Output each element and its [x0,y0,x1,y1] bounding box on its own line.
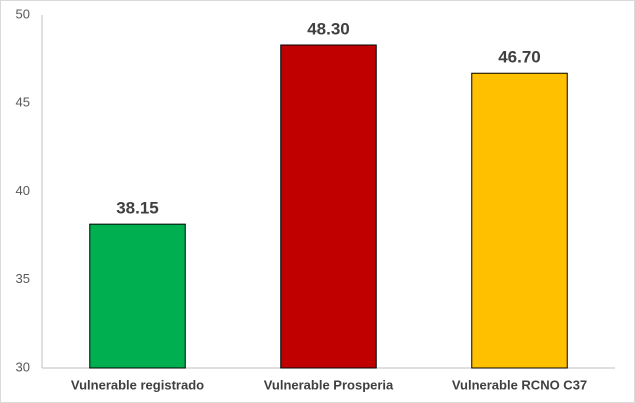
bar [89,223,186,369]
y-tick-label: 50 [16,6,30,21]
x-tick-label: Vulnerable registrado [71,377,204,392]
x-tick-label: Vulnerable RCNO C37 [452,377,587,392]
x-tick-label: Vulnerable Prosperia [264,377,394,392]
y-tick-label: 45 [16,95,30,110]
bar [471,72,568,369]
y-tick-label: 40 [16,183,30,198]
y-tick-label: 35 [16,271,30,286]
y-tick-label: 30 [16,359,30,374]
value-label: 38.15 [116,199,159,218]
value-label: 46.70 [498,48,541,67]
value-label: 48.30 [307,19,350,38]
bar [280,44,377,369]
